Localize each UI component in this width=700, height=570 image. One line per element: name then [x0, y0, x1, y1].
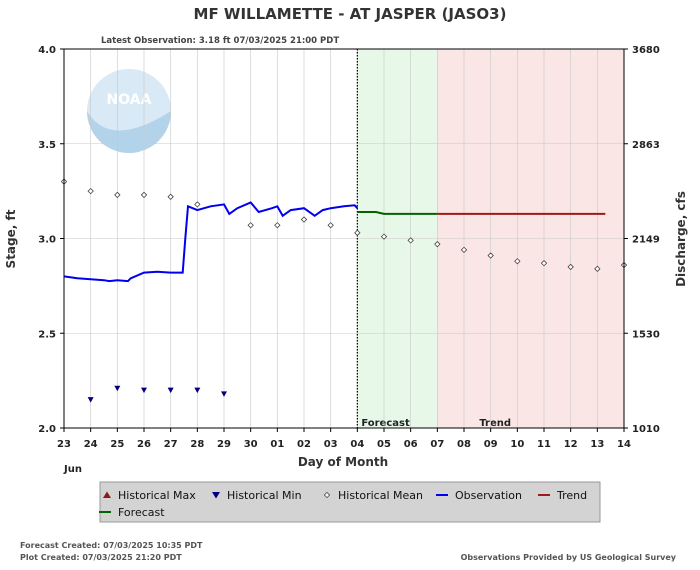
y-tick-label-right: 1530 [632, 329, 660, 340]
x-tick-label: 07 [430, 439, 444, 450]
x-tick-label: 05 [377, 439, 391, 450]
y-tick-label-left: 2.5 [38, 329, 56, 340]
historical-mean-point [487, 252, 494, 259]
legend-symbol-historical-mean [323, 491, 331, 499]
legend: Historical Max Historical Min Historical M… [99, 481, 601, 523]
y-tick-label-left: 3.5 [38, 140, 56, 151]
x-axis-ticks: 23 24 25 26 27 28 29 30 01 02 03 04 05 06 07 08 09 10 11 12… [57, 428, 631, 450]
x-tick-label: 23 [57, 439, 71, 450]
noaa-logo: NOAA [87, 69, 171, 153]
chart-subtitle: Latest Observation: 3.18 ft 07/03/2025 2… [101, 36, 339, 46]
historical-mean-point [87, 187, 94, 195]
historical-mean-point [327, 222, 334, 229]
legend-label-historical-min: Historical Min [227, 489, 302, 502]
historical-mean-point [194, 201, 201, 208]
historical-min-point [221, 391, 227, 397]
x-axis-label: Day of Month [298, 455, 388, 469]
x-tick-label: 09 [484, 439, 498, 450]
historical-mean-point [247, 222, 254, 229]
x-tick-label: 06 [404, 439, 418, 450]
historical-mean-point [540, 259, 548, 267]
y-tick-label-right: 1010 [632, 424, 660, 435]
historical-mean-point [594, 265, 601, 272]
historical-min-point [194, 387, 201, 394]
x-tick-label: 29 [217, 439, 231, 450]
chart-title: MF WILLAMETTE - AT JASPER (JASO3) [194, 5, 507, 23]
series-group [63, 201, 606, 283]
historical-min-point [141, 387, 147, 394]
legend-box [99, 481, 601, 523]
plot-created-text: Plot Created: 07/03/2025 21:20 PDT [20, 553, 182, 562]
x-tick-label: 03 [324, 439, 338, 450]
x-tick-label: 02 [297, 439, 311, 450]
y-tick-label-left: 3.0 [38, 235, 56, 246]
historical-mean-point [434, 241, 441, 248]
logo-wave [87, 111, 171, 153]
historical-mean-point [567, 263, 574, 271]
region-label-forecast: Forecast [361, 418, 410, 429]
x-tick-label: 14 [617, 439, 631, 450]
x-tick-label: 01 [270, 439, 284, 450]
legend-symbol-historical-max [103, 491, 111, 498]
y-axis-ticks: 2.0 2.5 3.0 3.5 4.0 1010 1530 2149 2863 3680 [38, 45, 660, 435]
x-tick-label: 11 [537, 439, 551, 450]
x-tick-label: 08 [457, 439, 471, 450]
x-tick-label: 04 [350, 439, 364, 450]
historical-min-point [87, 397, 94, 403]
logo-text: NOAA [107, 92, 152, 108]
legend-symbol-historical-min [212, 492, 220, 499]
marker-group [60, 178, 628, 403]
legend-label-forecast: Forecast [118, 506, 165, 519]
y-tick-label-right: 3680 [632, 45, 660, 56]
legend-label-historical-max: Historical Max [118, 489, 196, 502]
x-tick-label: 10 [510, 439, 524, 450]
x-tick-label: 13 [590, 439, 604, 450]
historical-mean-point [300, 216, 308, 223]
historical-mean-point [407, 237, 414, 244]
x-tick-label: 26 [137, 439, 151, 450]
series-line-observation [63, 201, 359, 283]
x-tick-label: 12 [564, 439, 578, 450]
historical-mean-point [354, 229, 361, 236]
x-tick-label: 24 [84, 439, 98, 450]
y-tick-label-right: 2863 [632, 140, 660, 151]
data-credit-text: Observations Provided by US Geological S… [461, 553, 677, 562]
y-tick-label-right: 2149 [632, 235, 660, 246]
x-tick-label: 25 [110, 439, 124, 450]
historical-min-point [114, 385, 121, 392]
x-tick-label: 27 [164, 439, 178, 450]
historical-mean-point [274, 222, 281, 229]
y-tick-label-left: 4.0 [38, 45, 56, 56]
y-tick-label-left: 2.0 [38, 424, 56, 435]
x-tick-label: 30 [244, 439, 258, 450]
historical-mean-point [460, 246, 468, 254]
x-tick-label: 28 [190, 439, 204, 450]
historical-mean-point [140, 191, 148, 199]
historical-mean-point [380, 233, 388, 240]
historical-mean-point [167, 193, 174, 200]
x-month-label: Jun [63, 464, 82, 475]
historical-min-point [167, 387, 174, 394]
legend-label-observation: Observation [455, 489, 522, 502]
series-line-forecast [357, 211, 438, 215]
y-axis-label-left: Stage, ft [4, 209, 18, 268]
y-axis-label-right: Discharge, cfs [674, 191, 688, 287]
legend-label-historical-mean: Historical Mean [338, 489, 423, 502]
historical-mean-point [114, 191, 121, 199]
legend-label-trend: Trend [556, 489, 587, 502]
region-label-trend: Trend [479, 418, 511, 429]
forecast-created-text: Forecast Created: 07/03/2025 10:35 PDT [20, 541, 203, 550]
historical-mean-point [514, 258, 521, 265]
